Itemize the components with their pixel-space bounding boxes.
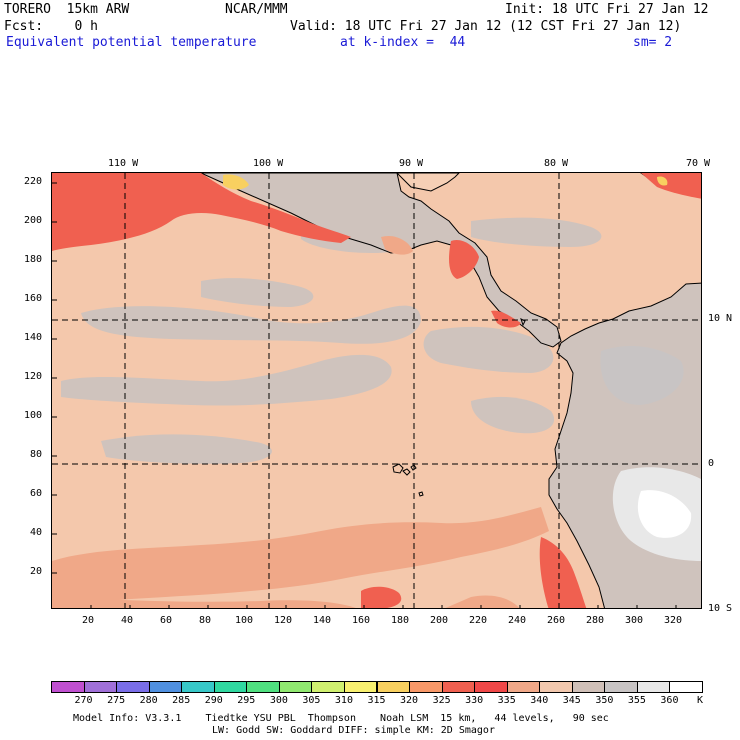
colorbar-level-label: 355 xyxy=(627,695,646,706)
lon-label-80w: 80 W xyxy=(544,158,569,169)
model-info: Model Info: V3.3.1 Tiedtke YSU PBL Thomp… xyxy=(73,713,609,724)
colorbar-level-label: 330 xyxy=(465,695,484,706)
y-label: 60 xyxy=(30,488,43,499)
x-label: 180 xyxy=(391,615,410,626)
x-label: 80 xyxy=(199,615,212,626)
colorbar-level-label: 340 xyxy=(530,695,549,706)
x-label: 300 xyxy=(625,615,644,626)
colorbar-swatch xyxy=(246,681,280,693)
forecast-hour: Fcst: 0 h xyxy=(4,19,98,34)
y-label: 200 xyxy=(24,215,43,226)
axis-ticks xyxy=(52,182,677,608)
x-label: 240 xyxy=(508,615,527,626)
x-label: 120 xyxy=(274,615,293,626)
lat-lon-grid xyxy=(52,173,701,608)
x-label: 260 xyxy=(547,615,566,626)
theta-e-map xyxy=(51,172,702,609)
lon-label-110w: 110 W xyxy=(108,158,139,169)
colorbar-level-label: 360 xyxy=(660,695,679,706)
low-theta-specks xyxy=(223,174,668,190)
init-time: Init: 18 UTC Fri 27 Jan 12 xyxy=(505,2,709,17)
colorbar-level-label: 315 xyxy=(367,695,386,706)
colorbar-swatch xyxy=(571,681,606,693)
y-label: 80 xyxy=(30,449,43,460)
colorbar-level-label: 325 xyxy=(432,695,451,706)
colorbar-level-label: 295 xyxy=(237,695,256,706)
colorbar-swatch xyxy=(278,681,313,693)
colorbar-swatch xyxy=(474,681,508,693)
y-label: 180 xyxy=(24,254,43,265)
lat-label-equator: 0 xyxy=(708,458,715,469)
y-label: 40 xyxy=(30,527,43,538)
y-label: 100 xyxy=(24,410,43,421)
colorbar-swatch xyxy=(311,681,345,693)
lat-label-10n: 10 N xyxy=(708,313,733,324)
x-label: 200 xyxy=(430,615,449,626)
y-label: 220 xyxy=(24,176,43,187)
colorbar-level-label: 270 xyxy=(74,695,93,706)
colorbar-level-label: 310 xyxy=(334,695,353,706)
x-label: 320 xyxy=(664,615,683,626)
field-name: Equivalent potential temperature xyxy=(6,35,257,50)
colorbar-level-label: 335 xyxy=(497,695,516,706)
y-label: 140 xyxy=(24,332,43,343)
x-label: 100 xyxy=(235,615,254,626)
colorbar-unit: K xyxy=(697,695,704,706)
colorbar-level-label: 345 xyxy=(562,695,581,706)
y-label: 20 xyxy=(30,566,43,577)
x-label: 220 xyxy=(469,615,488,626)
x-label: 60 xyxy=(160,615,173,626)
colorbar-swatch xyxy=(148,681,183,693)
y-label: 160 xyxy=(24,293,43,304)
colorbar-level-label: 280 xyxy=(139,695,158,706)
colorbar-swatch xyxy=(51,681,85,693)
high-theta-red xyxy=(52,173,701,608)
model-name: TORERO 15km ARW xyxy=(4,2,130,17)
mid-theta-salmon xyxy=(52,235,549,608)
colorbar-swatch xyxy=(604,681,638,693)
colorbar-level-label: 320 xyxy=(400,695,419,706)
y-label: 120 xyxy=(24,371,43,382)
colorbar-swatch xyxy=(409,681,443,693)
colorbar-swatch xyxy=(116,681,150,693)
colorbar-swatch xyxy=(213,681,248,693)
colorbar-swatch xyxy=(441,681,476,693)
x-label: 40 xyxy=(121,615,134,626)
valid-time: Valid: 18 UTC Fri 27 Jan 12 (12 CST Fri … xyxy=(290,19,682,34)
map-canvas xyxy=(52,173,701,608)
lon-label-100w: 100 W xyxy=(253,158,284,169)
organization: NCAR/MMM xyxy=(225,2,288,17)
colorbar-level-label: 305 xyxy=(302,695,321,706)
colorbar-level-label: 275 xyxy=(107,695,126,706)
colorbar-swatch xyxy=(636,681,671,693)
colorbar-swatch xyxy=(539,681,573,693)
x-label: 140 xyxy=(313,615,332,626)
colorbar-swatch xyxy=(669,681,703,693)
colorbar-swatch xyxy=(181,681,215,693)
lon-label-90w: 90 W xyxy=(399,158,424,169)
lat-label-10s: 10 S xyxy=(708,603,733,614)
colorbar-swatch xyxy=(376,681,411,693)
x-label: 280 xyxy=(586,615,605,626)
x-label: 160 xyxy=(352,615,371,626)
x-label: 20 xyxy=(82,615,95,626)
smoothing: sm= 2 xyxy=(633,35,673,50)
colorbar-swatch xyxy=(343,681,378,693)
physics-info: LW: Godd SW: Goddard DIFF: simple KM: 2D… xyxy=(212,725,495,736)
colorbar-level-label: 290 xyxy=(204,695,223,706)
colorbar-swatch xyxy=(506,681,541,693)
landmass xyxy=(200,173,701,608)
lon-label-70w: 70 W xyxy=(686,158,711,169)
colorbar-swatch xyxy=(83,681,118,693)
colorbar-level-label: 285 xyxy=(172,695,191,706)
level-index: at k-index = 44 xyxy=(340,35,466,50)
colorbar-level-label: 300 xyxy=(269,695,288,706)
colorbar-level-label: 350 xyxy=(595,695,614,706)
